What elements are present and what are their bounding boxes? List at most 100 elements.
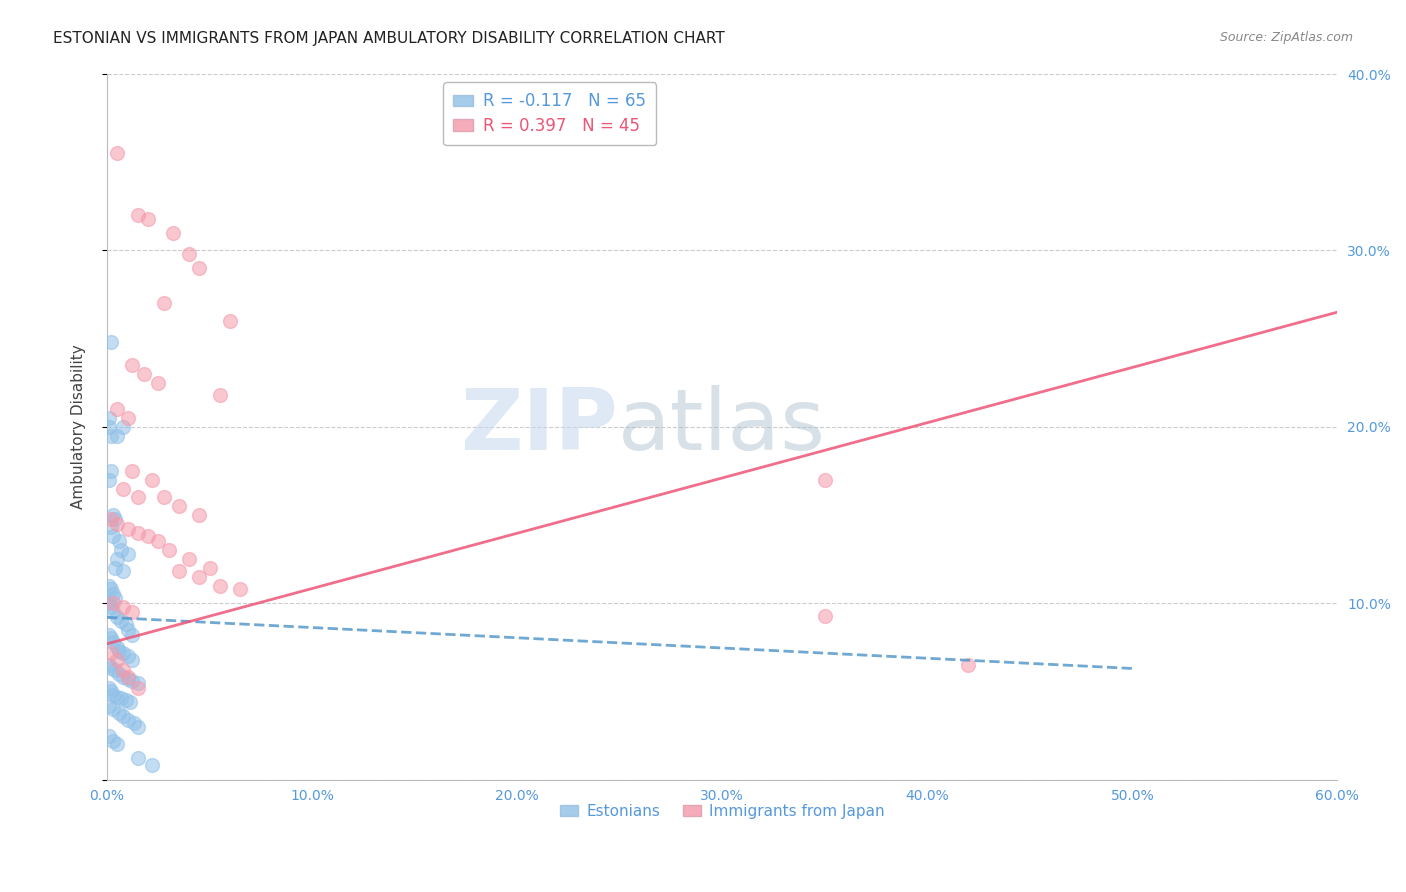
Point: [98, 411, 121, 425]
Point: [148, 534, 170, 549]
Point: [188, 261, 211, 276]
Point: [100, 464, 122, 478]
Point: [100, 520, 122, 534]
Point: [103, 605, 125, 619]
Text: Source: ZipAtlas.com: Source: ZipAtlas.com: [1219, 31, 1353, 45]
Point: [110, 614, 132, 628]
Point: [112, 599, 135, 614]
Point: [162, 226, 184, 240]
Point: [148, 376, 170, 390]
Point: [100, 646, 122, 660]
Point: [112, 482, 135, 496]
Point: [108, 644, 131, 658]
Point: [105, 690, 128, 704]
Point: [127, 491, 149, 505]
Point: [105, 653, 128, 667]
Point: [100, 684, 122, 698]
Point: [121, 653, 143, 667]
Point: [167, 565, 190, 579]
Point: [117, 672, 139, 686]
Point: [108, 666, 131, 681]
Point: [132, 367, 155, 381]
Point: [229, 582, 252, 596]
Point: [121, 605, 143, 619]
Point: [103, 596, 125, 610]
Point: [98, 473, 121, 487]
Point: [117, 670, 139, 684]
Point: [117, 522, 139, 536]
Point: [814, 473, 837, 487]
Point: [121, 673, 143, 688]
Point: [127, 720, 149, 734]
Point: [105, 516, 128, 531]
Point: [105, 610, 128, 624]
Point: [103, 508, 125, 522]
Point: [103, 529, 125, 543]
Point: [105, 737, 128, 751]
Point: [122, 716, 145, 731]
Point: [98, 596, 121, 610]
Point: [112, 646, 135, 660]
Point: [104, 663, 127, 677]
Point: [98, 681, 121, 695]
Point: [98, 657, 121, 672]
Point: [100, 582, 122, 596]
Point: [153, 491, 176, 505]
Point: [104, 591, 127, 605]
Legend: Estonians, Immigrants from Japan: Estonians, Immigrants from Japan: [554, 797, 890, 825]
Point: [117, 411, 139, 425]
Point: [177, 552, 200, 566]
Point: [188, 570, 211, 584]
Point: [112, 419, 135, 434]
Point: [117, 713, 139, 727]
Point: [127, 208, 149, 222]
Point: [188, 508, 211, 522]
Point: [208, 578, 231, 592]
Point: [103, 733, 125, 747]
Text: ESTONIAN VS IMMIGRANTS FROM JAPAN AMBULATORY DISABILITY CORRELATION CHART: ESTONIAN VS IMMIGRANTS FROM JAPAN AMBULA…: [53, 31, 725, 46]
Point: [100, 661, 122, 675]
Point: [814, 608, 837, 623]
Point: [121, 358, 143, 372]
Point: [104, 561, 127, 575]
Point: [127, 525, 149, 540]
Point: [105, 640, 128, 655]
Point: [121, 628, 143, 642]
Point: [108, 534, 131, 549]
Point: [114, 617, 136, 632]
Point: [112, 670, 135, 684]
Point: [157, 543, 180, 558]
Text: ZIP: ZIP: [460, 385, 617, 468]
Point: [141, 473, 163, 487]
Point: [98, 729, 121, 743]
Point: [153, 296, 176, 310]
Point: [957, 657, 980, 672]
Point: [110, 691, 132, 706]
Point: [198, 561, 221, 575]
Point: [105, 428, 128, 442]
Point: [100, 428, 122, 442]
Point: [208, 388, 231, 402]
Point: [104, 511, 127, 525]
Point: [105, 402, 128, 417]
Point: [167, 499, 190, 513]
Point: [98, 578, 121, 592]
Point: [100, 599, 122, 614]
Point: [141, 758, 163, 772]
Point: [127, 675, 149, 690]
Point: [103, 702, 125, 716]
Point: [118, 695, 141, 709]
Text: atlas: atlas: [617, 385, 825, 468]
Point: [100, 335, 122, 350]
Point: [114, 693, 136, 707]
Point: [219, 314, 242, 328]
Point: [117, 623, 139, 637]
Point: [112, 565, 135, 579]
Point: [103, 635, 125, 649]
Point: [112, 663, 135, 677]
Point: [103, 688, 125, 702]
Point: [98, 698, 121, 713]
Point: [117, 547, 139, 561]
Point: [108, 706, 131, 720]
Point: [136, 529, 159, 543]
